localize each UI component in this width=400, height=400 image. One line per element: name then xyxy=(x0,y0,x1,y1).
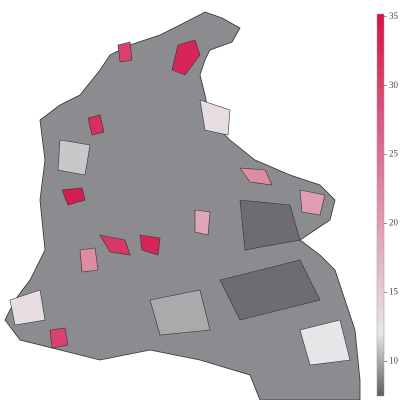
region xyxy=(61,187,86,206)
region xyxy=(299,189,326,216)
region xyxy=(9,289,46,326)
colorbar-tick-label: 25 xyxy=(389,149,399,159)
region xyxy=(171,39,201,76)
colorbar-tick-label: 15 xyxy=(389,287,399,297)
colorbar-tick-label: 10 xyxy=(389,356,399,366)
region xyxy=(57,139,91,176)
region xyxy=(99,234,131,256)
colorbar-tick-label: 20 xyxy=(389,218,399,228)
colorbar-tick-label: 35 xyxy=(389,11,399,21)
region xyxy=(149,289,211,336)
colorbar-tick-label: 30 xyxy=(389,80,399,90)
region xyxy=(49,327,69,349)
region xyxy=(117,41,133,63)
region xyxy=(194,209,211,236)
region xyxy=(219,259,321,321)
region xyxy=(299,319,351,366)
region xyxy=(239,167,273,186)
colorbar xyxy=(376,13,385,397)
region xyxy=(79,247,99,273)
region xyxy=(139,234,161,256)
region xyxy=(199,99,231,136)
region xyxy=(239,199,301,251)
region xyxy=(87,114,105,136)
